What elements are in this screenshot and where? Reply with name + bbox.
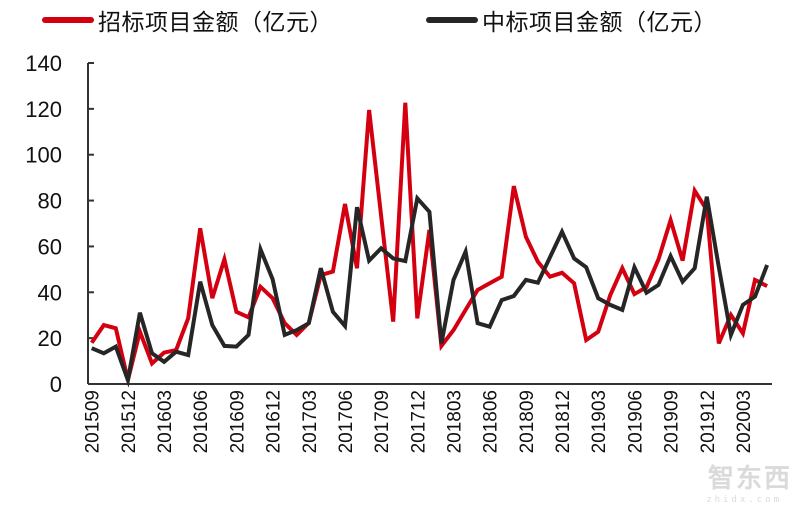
legend-label-bidding: 招标项目金额（亿元） [98, 10, 333, 36]
y-tick-label: 120 [25, 97, 62, 122]
legend-label-winning: 中标项目金额（亿元） [482, 10, 717, 36]
watermark-logo: 智东西 [707, 464, 792, 494]
x-tick-label: 202003 [734, 390, 755, 453]
x-tick-label: 201603 [155, 390, 176, 453]
x-tick-label: 201512 [119, 390, 140, 453]
y-tick-label: 60 [38, 234, 62, 259]
y-tick-label: 140 [25, 51, 62, 76]
x-tick-label: 201812 [553, 390, 574, 453]
x-tick-label: 201509 [83, 390, 104, 453]
x-axis: 201509 201512 201603 201606 201609 201612 2017… [83, 383, 772, 453]
x-tick-label: 201803 [445, 390, 466, 453]
legend-swatch-red-line-icon [42, 17, 94, 23]
y-tick-label: 80 [38, 189, 62, 214]
legend-item-winning: 中标项目金额（亿元） [426, 4, 717, 36]
watermark-url: zhidx.com [706, 495, 782, 505]
x-tick-label: 201909 [662, 390, 683, 453]
y-tick-label: 0 [50, 372, 62, 397]
y-tick-label: 100 [25, 143, 62, 168]
y-tick-label: 40 [38, 280, 62, 305]
x-tick-label: 201912 [698, 390, 719, 453]
x-tick-label: 201809 [517, 390, 538, 453]
series-line-bidding [90, 102, 769, 381]
legend-item-bidding: 招标项目金额（亿元） [42, 4, 333, 36]
y-axis: 0 20 40 60 80 100 120 140 [25, 51, 94, 397]
x-tick-label: 201709 [372, 390, 393, 453]
legend-swatch-black-line-icon [426, 17, 478, 23]
chart-legend: 招标项目金额（亿元） 中标项目金额（亿元） [0, 0, 800, 44]
series-line-winning [90, 193, 769, 388]
x-tick-label: 201706 [336, 390, 357, 453]
x-tick-label: 201703 [300, 390, 321, 453]
y-tick-label: 20 [38, 326, 62, 351]
x-tick-label: 201606 [191, 390, 212, 453]
x-tick-label: 201609 [227, 390, 248, 453]
series-lines [90, 102, 769, 388]
x-tick-label: 201806 [481, 390, 502, 453]
x-tick-label: 201612 [264, 390, 285, 453]
x-tick-label: 201906 [625, 390, 646, 453]
x-tick-label: 201903 [589, 390, 610, 453]
x-tick-label: 201712 [408, 390, 429, 453]
